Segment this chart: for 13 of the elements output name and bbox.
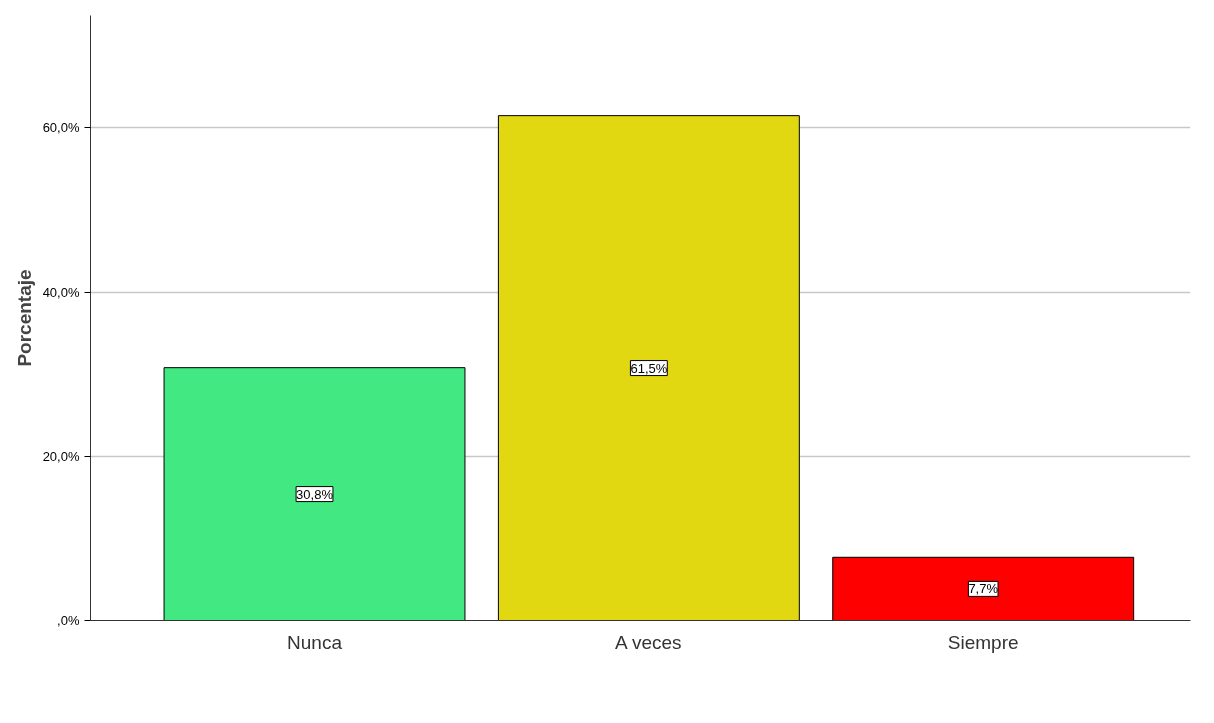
y-tick-label: 40,0%: [42, 284, 80, 300]
bar: [497, 115, 800, 621]
y-tick-label: 20,0%: [42, 448, 80, 464]
y-tick-label: 60,0%: [42, 120, 80, 136]
data-label: 7,7%: [968, 581, 999, 597]
x-tick-label: A veces: [615, 631, 682, 653]
x-tick-label: Siempre: [947, 631, 1019, 653]
y-tick-label: ,0%: [57, 613, 80, 628]
data-label: 61,5%: [630, 360, 668, 376]
y-axis-title: Porcentaje: [13, 269, 35, 367]
x-tick-label: Nunca: [287, 631, 343, 653]
bar: [832, 556, 1135, 621]
bar: [163, 367, 466, 621]
